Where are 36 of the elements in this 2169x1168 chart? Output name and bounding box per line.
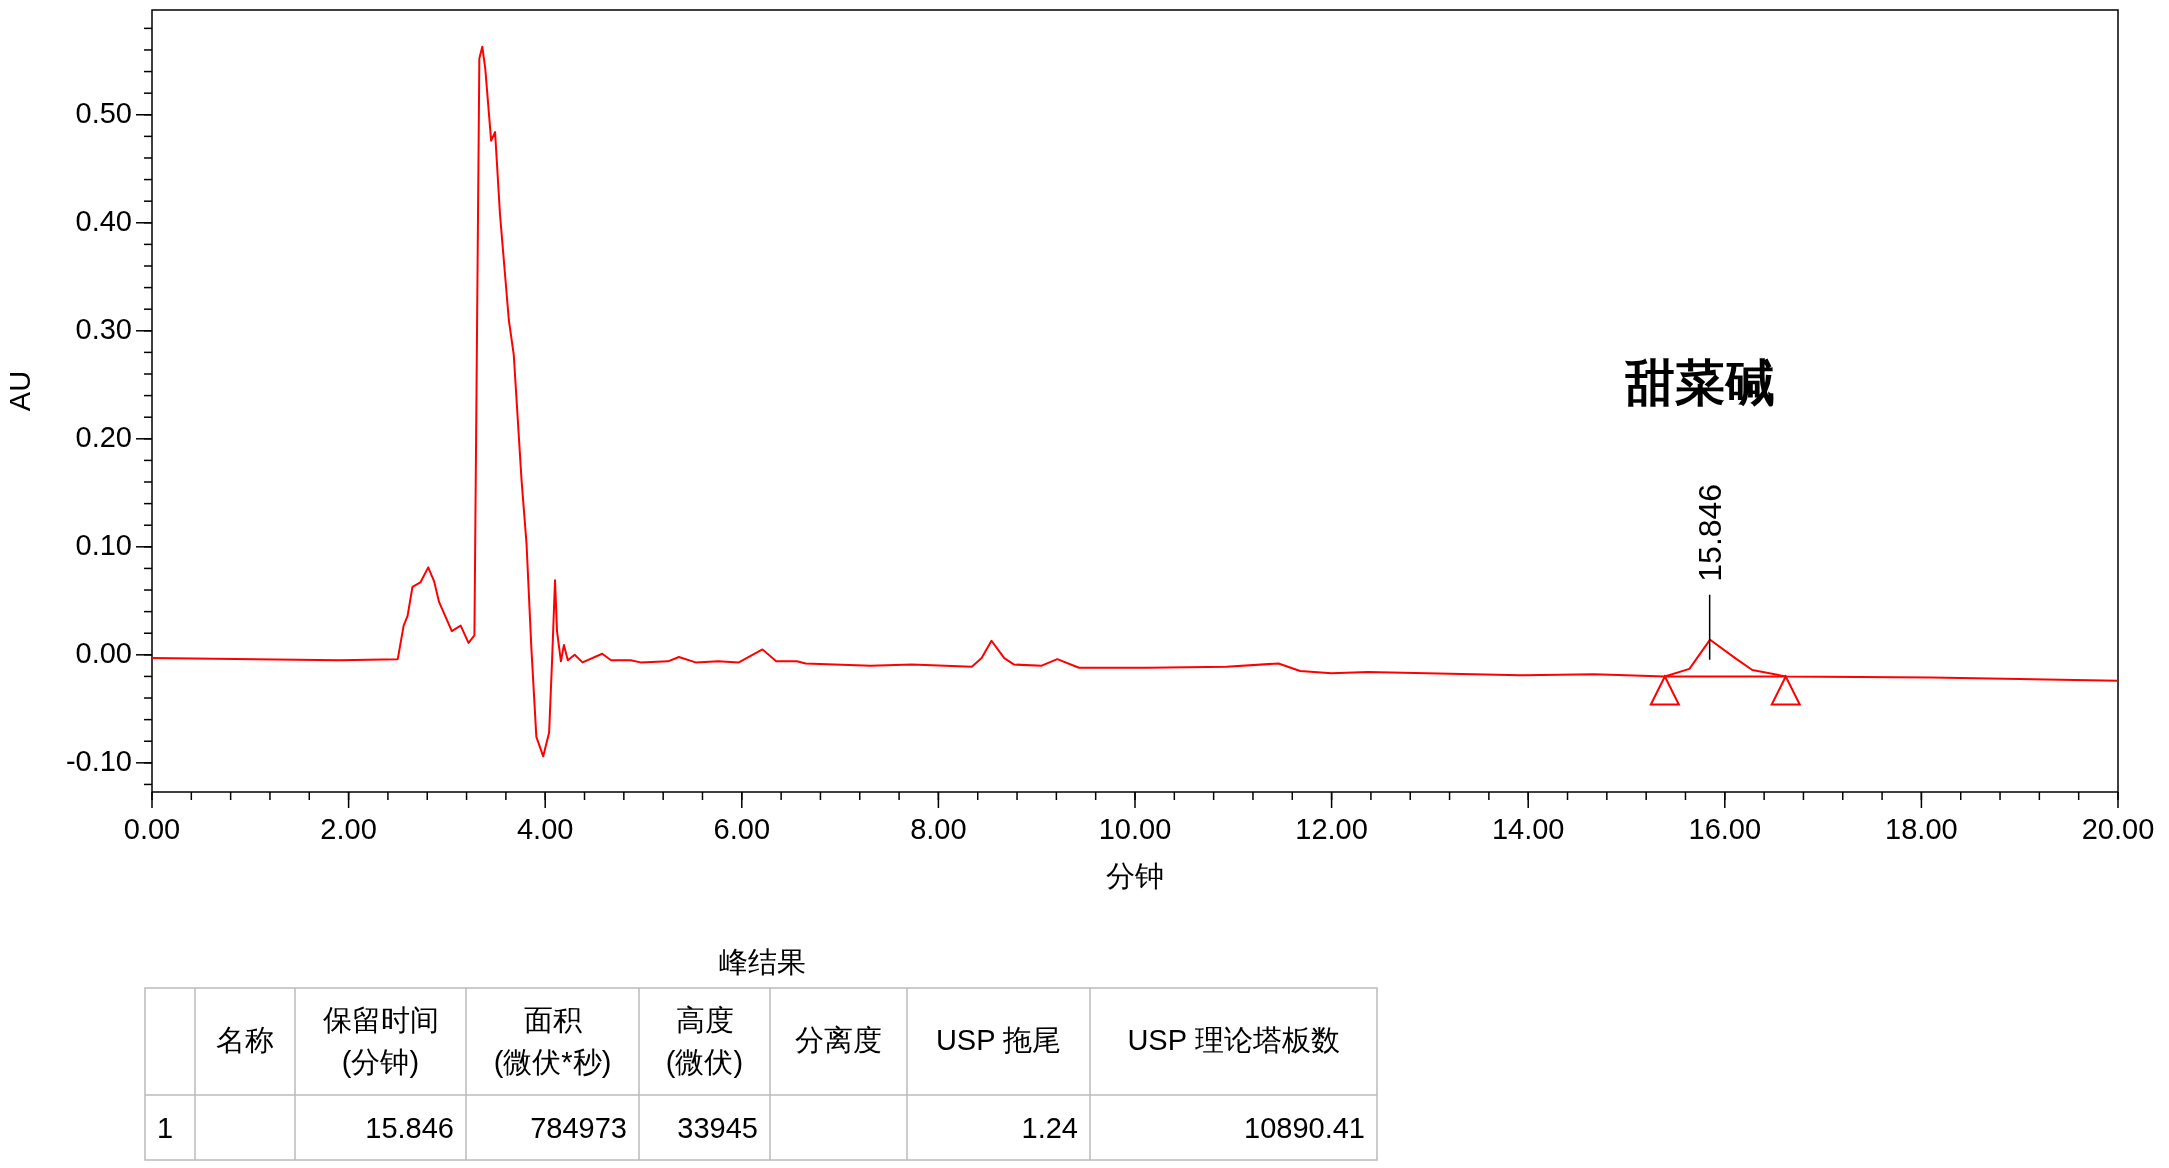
x-tick-label: 2.00 [320, 813, 377, 845]
text: 1 [157, 1112, 174, 1144]
y-tick-label: 0.00 [75, 636, 132, 669]
text: 1.24 [1021, 1112, 1078, 1144]
y-tick-label: 0.30 [75, 312, 132, 345]
text: 峰结果 [718, 946, 806, 978]
x-tick-label: 4.00 [516, 813, 574, 845]
text: 高度 (微伏) [665, 1004, 744, 1078]
y-axis-title: AU [4, 370, 36, 412]
text: 名称 [216, 1024, 274, 1056]
y-tick-label: 0.20 [75, 420, 132, 453]
text: 分离度 [795, 1024, 882, 1056]
x-tick-label: 8.00 [910, 813, 967, 845]
y-tick-label: -0.10 [65, 744, 132, 777]
x-tick-label: 12.00 [1295, 813, 1368, 845]
annotation: 甜菜碱 [1623, 354, 1775, 411]
text: 15.846 [365, 1112, 454, 1144]
y-tick-label: 0.40 [75, 204, 132, 237]
x-tick-label: 16.00 [1688, 813, 1762, 845]
text: 33945 [677, 1112, 758, 1144]
text: USP 拖尾 [935, 1024, 1062, 1056]
x-tick-label: 18.00 [1885, 813, 1958, 845]
x-tick-label: 14.00 [1491, 813, 1565, 845]
text: 10890.41 [1244, 1112, 1365, 1144]
x-tick-label: 10.00 [1098, 813, 1172, 845]
text: 保留时间 (分钟) [322, 1004, 439, 1078]
x-tick-label: 6.00 [713, 813, 771, 845]
text: 784973 [530, 1112, 627, 1144]
x-axis-title: 分钟 [1106, 860, 1164, 892]
y-tick-label: 0.10 [75, 528, 132, 561]
y-tick-label: 0.50 [75, 96, 132, 129]
x-tick-label: 20.00 [2081, 813, 2155, 845]
text: USP 理论塔板数 [1127, 1024, 1340, 1056]
x-tick-label: 0.00 [123, 813, 181, 845]
annotation: 15.846 [1691, 483, 1728, 582]
text: 面积 (微伏*秒) [493, 1004, 612, 1078]
